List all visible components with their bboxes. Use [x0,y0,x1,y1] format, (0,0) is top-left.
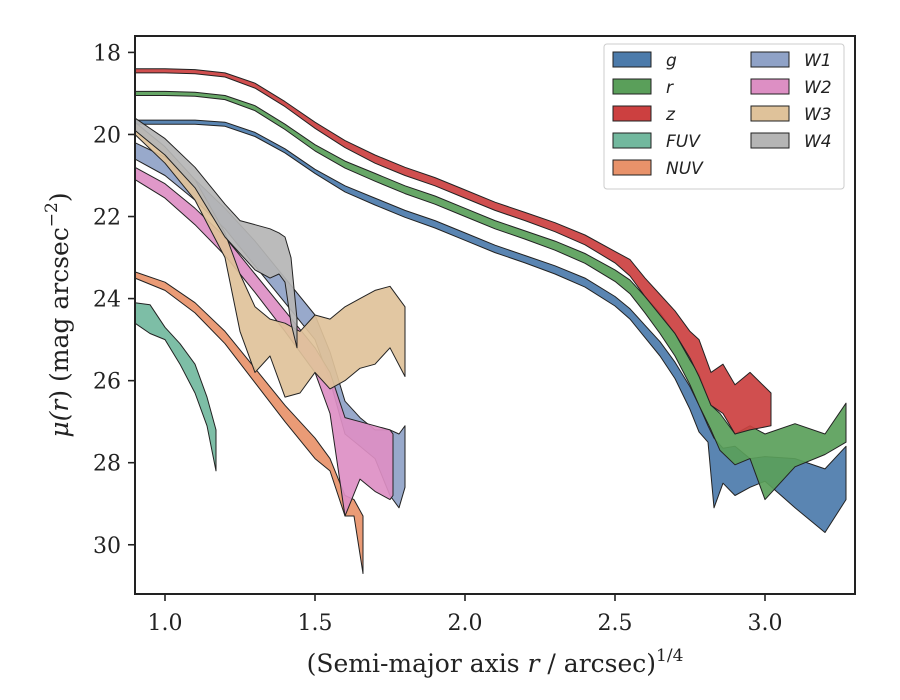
legend-swatch [612,132,652,149]
x-tick-label: 1.5 [298,611,333,636]
legend-swatch [612,51,652,68]
legend-item-w3: W3 [750,105,832,125]
legend-swatch [612,105,652,122]
legend-label: W3 [804,105,832,125]
y-tick-label: 18 [93,41,121,66]
x-tick-label: 2.0 [448,611,483,636]
y-tick-label: 24 [93,288,121,313]
y-tick-label: 26 [93,370,121,395]
legend-item-w2: W2 [750,78,832,98]
x-tick-label: 3.0 [748,611,783,636]
profile-bands [134,68,847,574]
y-axis-ticks: 18 20 22 24 26 28 30 [93,41,135,559]
legend-label: z [665,105,676,125]
legend-label: r [666,78,674,98]
x-axis-title: (Semi-major axis r / arcsec)1/4 [307,646,684,678]
y-tick-label: 20 [93,123,121,148]
band-nuv [134,271,364,574]
y-tick-label: 28 [93,452,121,477]
band-w4 [134,117,298,349]
legend-item-fuv: FUV [612,132,701,152]
legend-swatch [750,78,790,95]
legend-label: NUV [666,159,704,179]
x-tick-label: 1.0 [148,611,183,636]
legend-item-g: g [612,51,677,71]
legend-swatch [750,105,790,122]
legend-item-r: r [612,78,674,98]
legend-swatch [750,51,790,68]
band-fuv [134,302,217,472]
plot-frame [134,35,856,595]
legend-item-w4: W4 [750,132,832,152]
band-r [134,90,847,501]
x-axis-ticks: 1.0 1.5 2.0 2.5 3.0 [148,594,783,636]
band-z [134,68,772,435]
y-tick-label: 22 [93,206,121,231]
band-g [134,119,847,533]
legend-swatch [612,78,652,95]
x-tick-label: 2.5 [598,611,633,636]
legend-label: W2 [804,78,832,98]
legend-swatch [750,132,790,149]
legend-item-w1: W1 [750,51,832,71]
legend-label: FUV [666,132,701,152]
y-tick-label: 30 [93,534,121,559]
y-axis-title: μ(r) (mag arcsec−2) [42,192,74,437]
legend-item-z: z [612,105,676,125]
legend-swatch [612,159,652,176]
legend-label: g [666,51,677,71]
legend-item-nuv: NUV [612,159,704,179]
band-w3 [134,121,406,398]
legend: grz FUV NUV W1 W2 W3 W4 [603,43,845,190]
legend-label: W4 [804,132,832,152]
legend-label: W1 [804,51,832,71]
